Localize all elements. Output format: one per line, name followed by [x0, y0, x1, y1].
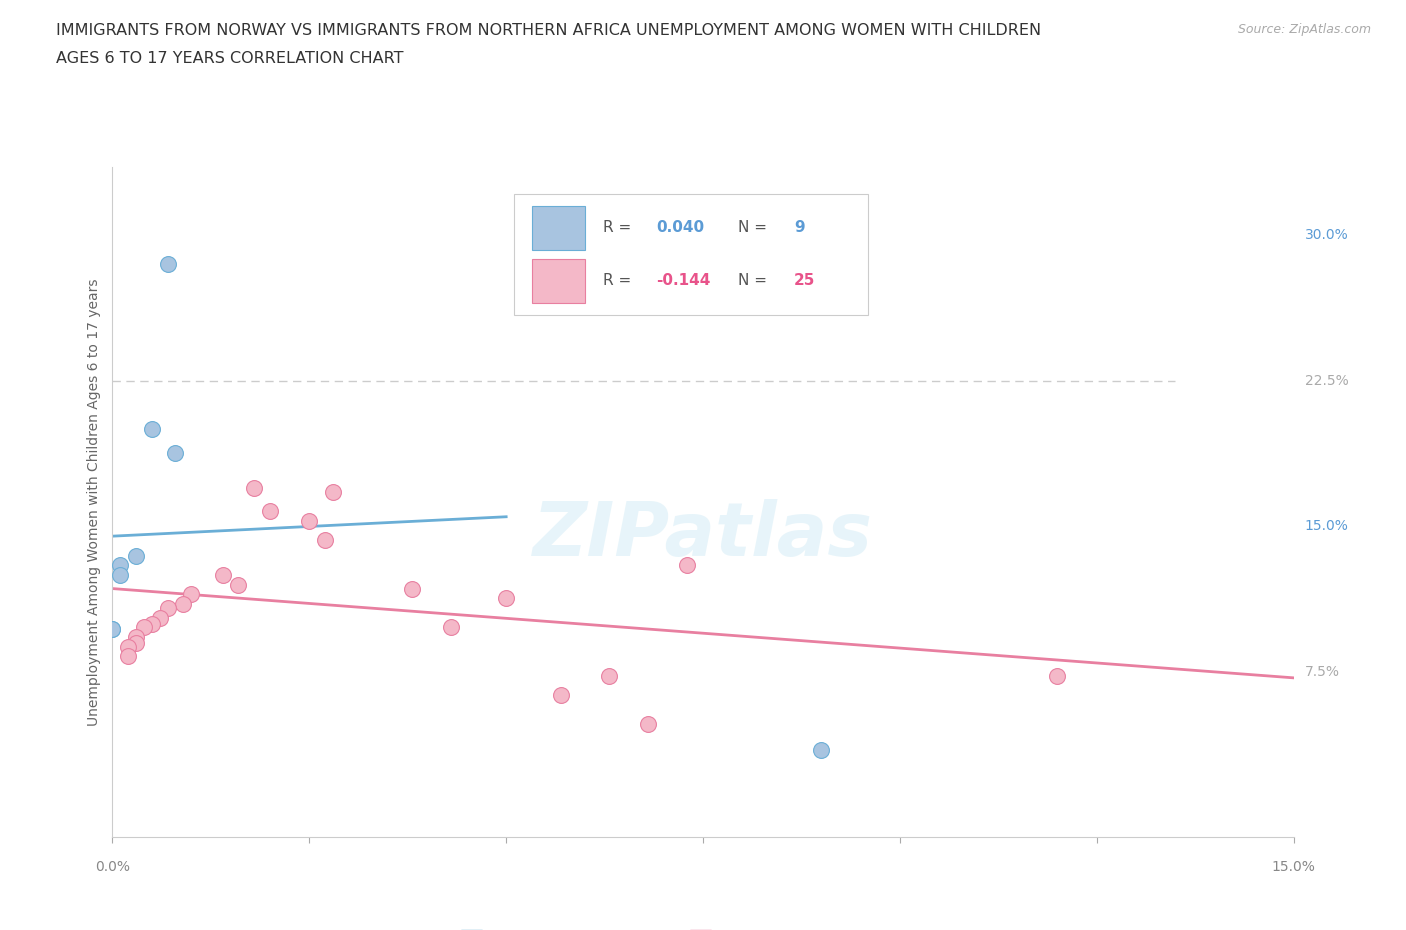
Point — [110, 567, 132, 582]
Point — [149, 610, 172, 625]
Text: 15.0%: 15.0% — [1305, 520, 1348, 534]
Point — [172, 597, 194, 612]
Text: 30.0%: 30.0% — [1305, 229, 1348, 243]
Point — [156, 601, 179, 616]
Point — [550, 688, 572, 703]
Point — [243, 480, 266, 495]
Point — [110, 558, 132, 573]
Point — [259, 503, 281, 518]
Text: -0.144: -0.144 — [655, 273, 710, 288]
FancyBboxPatch shape — [515, 194, 869, 314]
Text: N =: N = — [738, 273, 772, 288]
Point — [141, 616, 163, 631]
Text: R =: R = — [603, 273, 636, 288]
Point — [165, 445, 187, 460]
Point — [125, 548, 148, 563]
Point — [228, 578, 250, 592]
Text: 25: 25 — [794, 273, 815, 288]
Point — [180, 587, 202, 602]
Point — [101, 622, 124, 637]
Point — [440, 620, 463, 635]
Text: 22.5%: 22.5% — [1305, 374, 1348, 388]
Point — [314, 533, 336, 548]
Text: 0.0%: 0.0% — [96, 860, 129, 874]
Text: IMMIGRANTS FROM NORWAY VS IMMIGRANTS FROM NORTHERN AFRICA UNEMPLOYMENT AMONG WOM: IMMIGRANTS FROM NORWAY VS IMMIGRANTS FRO… — [56, 23, 1042, 38]
Point — [141, 422, 163, 437]
Point — [117, 649, 139, 664]
Point — [637, 717, 659, 732]
Point — [298, 513, 321, 528]
Point — [322, 485, 344, 499]
Y-axis label: Unemployment Among Women with Children Ages 6 to 17 years: Unemployment Among Women with Children A… — [87, 278, 101, 726]
FancyBboxPatch shape — [531, 259, 585, 303]
Text: Source: ZipAtlas.com: Source: ZipAtlas.com — [1237, 23, 1371, 36]
Point — [495, 591, 517, 605]
Point — [125, 630, 148, 644]
Text: 15.0%: 15.0% — [1271, 860, 1316, 874]
Point — [101, 622, 124, 637]
Legend: Immigrants from Norway, Immigrants from Northern Africa: Immigrants from Norway, Immigrants from … — [456, 924, 950, 930]
Point — [676, 558, 699, 573]
Point — [598, 669, 620, 684]
Point — [810, 742, 832, 757]
FancyBboxPatch shape — [531, 206, 585, 249]
Text: N =: N = — [738, 220, 772, 235]
Point — [156, 257, 179, 272]
Point — [1046, 669, 1069, 684]
Text: AGES 6 TO 17 YEARS CORRELATION CHART: AGES 6 TO 17 YEARS CORRELATION CHART — [56, 51, 404, 66]
Point — [125, 635, 148, 650]
Point — [211, 567, 233, 582]
Text: 9: 9 — [794, 220, 804, 235]
Point — [117, 639, 139, 654]
Text: 7.5%: 7.5% — [1305, 665, 1340, 679]
Point — [401, 581, 423, 596]
Text: ZIPatlas: ZIPatlas — [533, 499, 873, 572]
Text: R =: R = — [603, 220, 636, 235]
Text: 0.040: 0.040 — [655, 220, 704, 235]
Point — [132, 620, 155, 635]
